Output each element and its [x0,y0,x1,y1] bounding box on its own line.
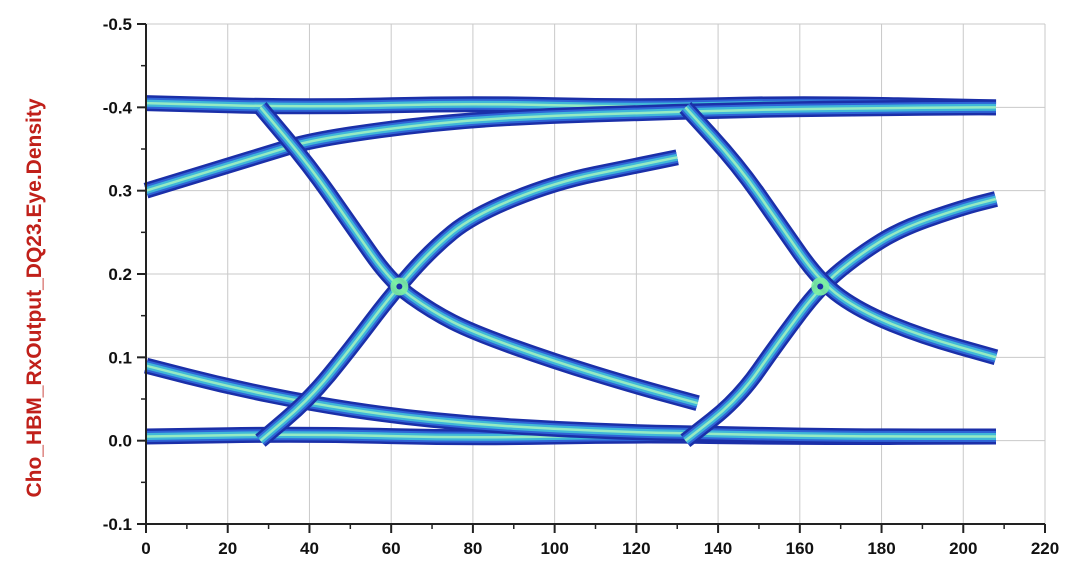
y-axis-title: Cho_HBM_RxOutput_DQ23.Eye.Density [23,98,46,497]
trace-layer [143,95,999,447]
x-tick-label: 20 [218,539,237,558]
y-tick-label: 0.0 [108,432,132,451]
label-layer: 0 20 40 60 80 100 120 140 160 180 200 220 -0.5 -0.4 0.… [103,15,1059,558]
y-tick-label: -0.1 [103,515,132,534]
eye-crossing-center [817,283,824,290]
eye-trace-rise [143,99,996,199]
x-tick-label: 60 [382,539,401,558]
x-tick-label: 200 [949,539,977,558]
y-tick-label: 0.3 [108,182,132,201]
x-tick-label: 40 [300,539,319,558]
y-tick-label: 0.2 [108,265,132,284]
eye-trace-rise [255,149,679,447]
y-tick-label: 0.1 [108,348,132,367]
eye-trace-fall [254,102,700,411]
eye-trace-fall [679,101,999,366]
axis-layer [137,23,1046,533]
x-tick-label: 180 [867,539,895,558]
x-tick-label: 220 [1031,539,1059,558]
eye-crossing-center [396,283,403,290]
x-tick-label: 140 [704,539,732,558]
y-tick-label: -0.4 [103,98,133,117]
x-tick-label: 160 [786,539,814,558]
x-tick-label: 100 [540,539,568,558]
x-tick-label: 120 [622,539,650,558]
x-tick-label: 80 [463,539,482,558]
eye-trace-fall [144,357,996,445]
x-tick-label: 0 [141,539,150,558]
y-tick-label: -0.5 [103,15,132,34]
